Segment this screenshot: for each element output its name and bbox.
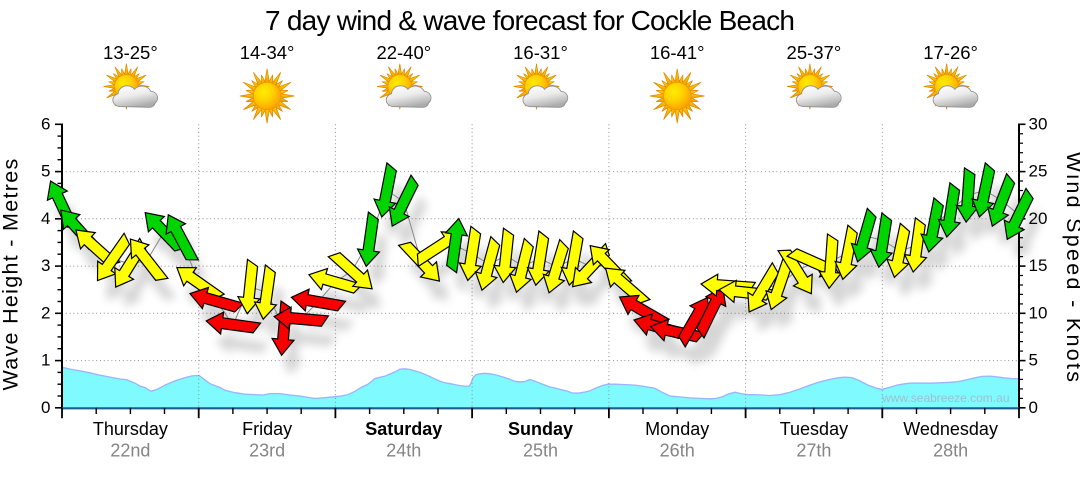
svg-text:25th: 25th [523,441,558,461]
svg-text:www.seabreeze.com.au: www.seabreeze.com.au [881,391,1009,405]
svg-text:3: 3 [41,256,50,275]
svg-text:Monday: Monday [645,419,709,439]
svg-text:25-37°: 25-37° [787,42,842,63]
svg-text:4: 4 [41,209,50,228]
svg-text:Wednesday: Wednesday [903,419,998,439]
svg-text:5: 5 [1029,351,1038,370]
svg-text:14-34°: 14-34° [240,42,295,63]
svg-text:16-31°: 16-31° [513,42,568,63]
svg-text:Thursday: Thursday [93,419,168,439]
svg-text:1: 1 [41,351,50,370]
svg-text:23rd: 23rd [249,441,285,461]
svg-text:0: 0 [41,398,50,417]
svg-text:Friday: Friday [242,419,292,439]
svg-text:30: 30 [1029,114,1048,133]
svg-text:13-25°: 13-25° [103,42,158,63]
svg-text:Saturday: Saturday [365,419,442,439]
svg-text:25: 25 [1029,162,1048,181]
svg-text:15: 15 [1029,256,1048,275]
svg-text:24th: 24th [386,441,421,461]
svg-text:6: 6 [41,114,50,133]
svg-text:5: 5 [41,162,50,181]
svg-text:22nd: 22nd [110,441,150,461]
svg-text:Sunday: Sunday [508,419,573,439]
svg-text:2: 2 [41,303,50,322]
svg-text:16-41°: 16-41° [650,42,705,63]
svg-text:Wind Speed - Knots: Wind Speed - Knots [1062,152,1080,385]
svg-text:26th: 26th [660,441,695,461]
svg-text:10: 10 [1029,303,1048,322]
svg-text:22-40°: 22-40° [376,42,431,63]
svg-text:Wave Height - Metres: Wave Height - Metres [0,157,23,390]
svg-text:0: 0 [1029,398,1038,417]
svg-text:27th: 27th [796,441,831,461]
svg-text:28th: 28th [933,441,968,461]
svg-text:7 day wind & wave forecast for: 7 day wind & wave forecast for Cockle Be… [265,5,795,36]
svg-text:Tuesday: Tuesday [780,419,848,439]
svg-text:17-26°: 17-26° [923,42,978,63]
